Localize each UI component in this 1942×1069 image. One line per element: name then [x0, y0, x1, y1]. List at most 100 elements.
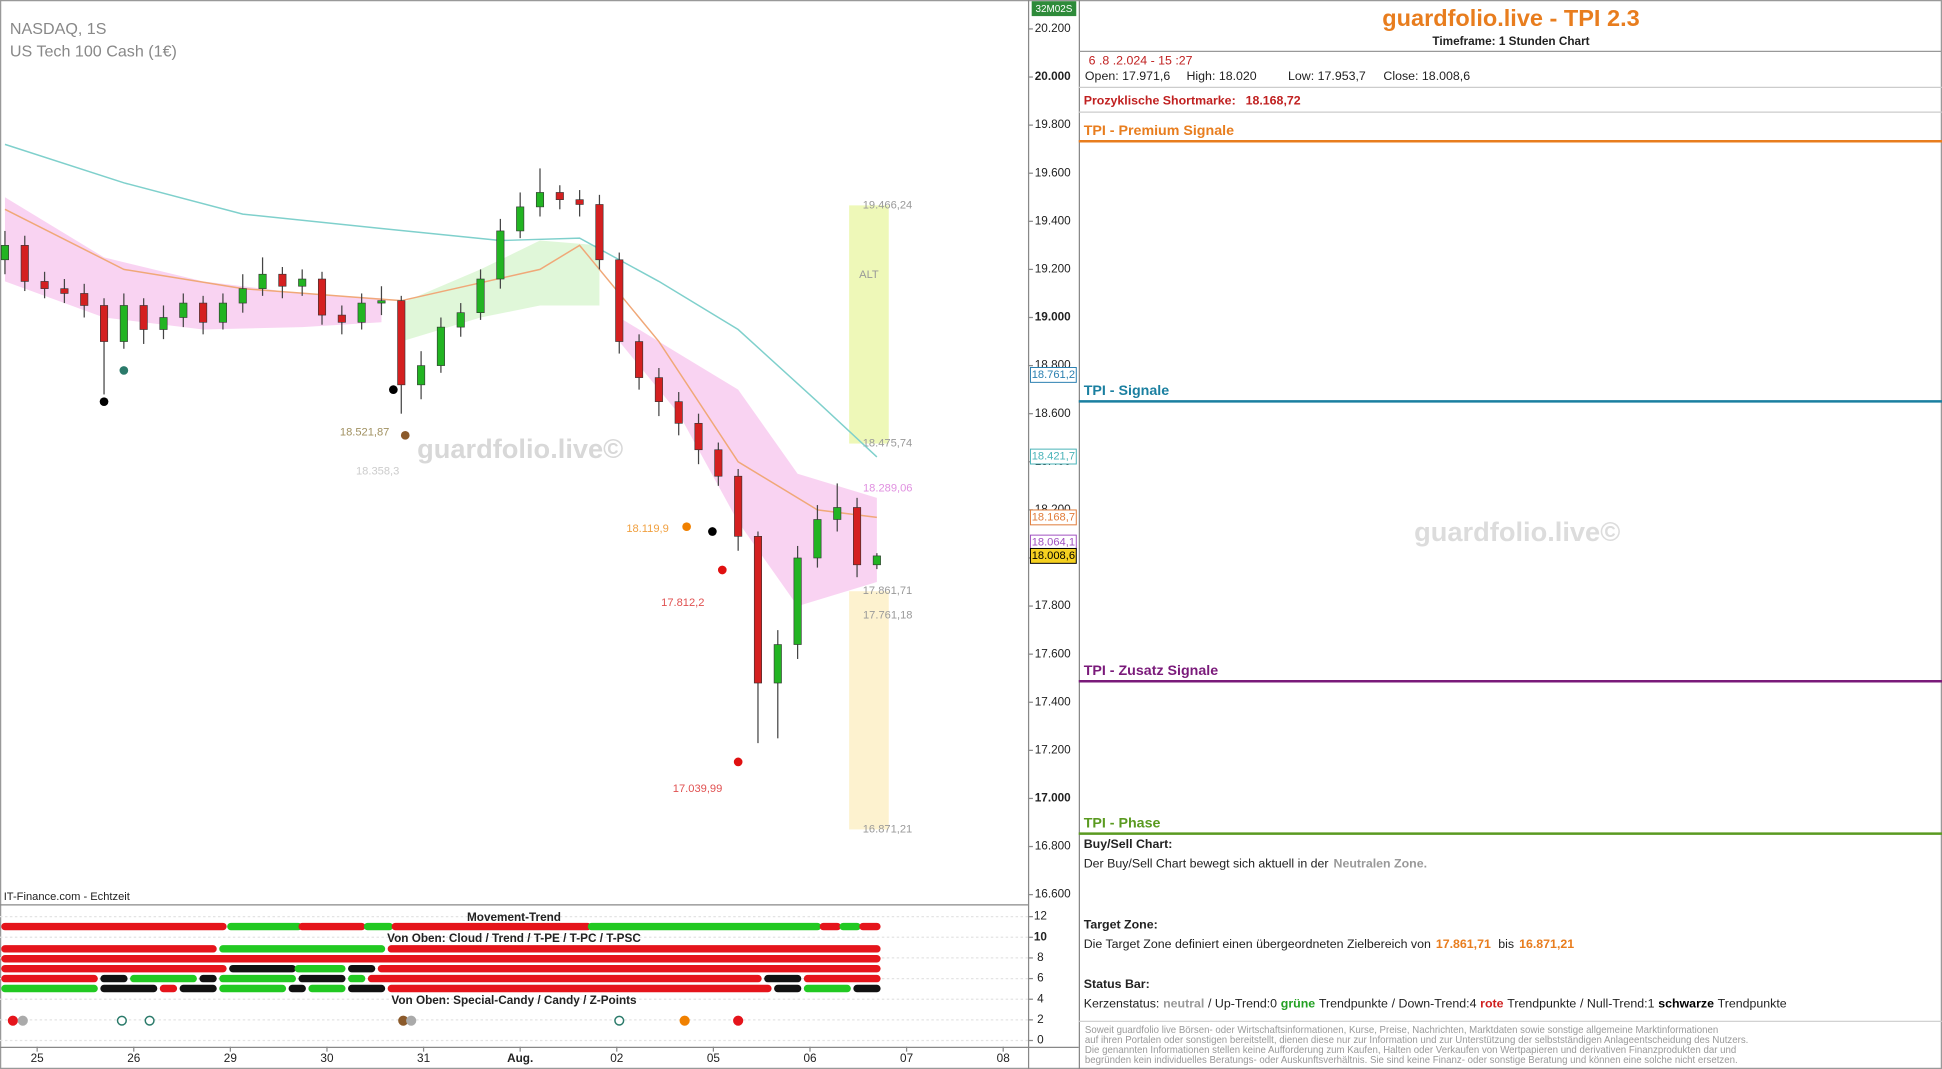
status-part: Trendpunkte — [1507, 997, 1576, 1011]
x-tick-label: 26 — [127, 1052, 141, 1065]
candle-body — [654, 377, 663, 402]
disclaimer: begründen kein individuelles Beratungs- … — [1085, 1055, 1738, 1066]
indicator-title: Von Oben: Cloud / Trend / T-PE / T-PC / … — [387, 932, 641, 945]
candle-body — [694, 422, 703, 451]
candle-body — [734, 475, 743, 537]
indicator-pane: 12 10 8 6 4 2 0 Movement-Trend Von Oben: Cloud /… — [0, 910, 1047, 1047]
candle-body — [773, 644, 782, 684]
price-tag-label: 18.168,7 — [1032, 511, 1075, 523]
candle-body — [357, 302, 366, 323]
z-point — [406, 1015, 417, 1026]
x-tick-label: 02 — [610, 1052, 623, 1065]
y-tick-label: 16.600 — [1035, 888, 1071, 901]
status-part: Kerzenstatus: — [1084, 997, 1160, 1011]
price-tag — [1029, 509, 1077, 526]
ohlc-value: High: 18.020 — [1187, 69, 1257, 83]
x-tick-label: 29 — [224, 1052, 237, 1065]
candle-body — [40, 281, 49, 289]
section-title: TPI - Phase — [1084, 816, 1161, 832]
candle-body — [258, 273, 267, 289]
signal-dot — [119, 366, 129, 375]
candle-body — [218, 302, 227, 323]
y-tick-label: 19.200 — [1035, 263, 1071, 276]
indicator-title: Von Oben: Special-Candy / Candy / Z-Poin… — [391, 994, 637, 1007]
candle-body — [100, 305, 109, 342]
section-title: TPI - Premium Signale — [1084, 123, 1234, 139]
status-part: grüne — [1281, 997, 1315, 1011]
indicator-title: Movement-Trend — [467, 911, 561, 924]
z-point — [614, 1015, 625, 1026]
candle-body — [595, 204, 604, 261]
watermark: guardfolio.live© — [417, 433, 623, 464]
target-zone — [849, 591, 889, 830]
zone: Neutralen Zone. — [1334, 857, 1428, 871]
candle-body — [456, 312, 465, 328]
candle-body — [575, 199, 584, 205]
badge: 32M02S — [1036, 4, 1073, 15]
candle-body — [674, 401, 683, 424]
timeframe: Timeframe: 1 Stunden Chart — [1432, 35, 1589, 48]
y-tick-label: 16.800 — [1035, 840, 1071, 853]
disclaimer: Soweit guardfolio live Börsen- oder Wirt… — [1085, 1025, 1718, 1036]
candle-body — [853, 507, 862, 566]
disclaimer: auf ihren Portalen oder sonstigen bereit… — [1085, 1035, 1748, 1046]
x-tick-label: 07 — [900, 1052, 913, 1065]
x-tick-label: 30 — [320, 1052, 334, 1065]
candle-body — [179, 302, 188, 318]
x-tick-label: Aug. — [507, 1052, 533, 1065]
signal-dot — [389, 385, 398, 394]
short-mark: Prozyklische Shortmarke: 18.168,72 — [1084, 94, 1301, 108]
text: Der Buy/Sell Chart bewegt sich aktuell i… — [1084, 857, 1329, 871]
target-title: Target Zone: — [1084, 918, 1158, 932]
candle-body — [238, 288, 247, 304]
section-title: TPI - Zusatz Signale — [1084, 663, 1219, 679]
target-zone — [849, 205, 889, 444]
buysell-title: Buy/Sell Chart: — [1084, 837, 1173, 851]
y-tick-label: 10 — [1034, 930, 1048, 943]
y-tick-label: 17.000 — [1035, 792, 1071, 805]
signal-dot — [400, 430, 410, 440]
level-label: 18.289,06 — [863, 482, 912, 494]
signal-dot — [99, 397, 109, 406]
text: Die Target Zone definiert einen übergeor… — [1084, 937, 1431, 951]
ohlc-value: Low: 17.953,7 — [1288, 69, 1366, 83]
moving-average — [4, 143, 878, 458]
candle-body — [317, 278, 327, 316]
candle-body — [278, 273, 287, 287]
candle-body — [417, 365, 426, 386]
target-to: 16.871,21 — [1519, 937, 1574, 951]
y-tick-label: 20.200 — [1035, 22, 1071, 35]
level-label: 17.812,2 — [661, 597, 704, 609]
buysell-text: Der Buy/Sell Chart bewegt sich aktuell i… — [1084, 857, 1427, 871]
level-label: 17.039,99 — [673, 783, 722, 795]
x-tick-label: 05 — [707, 1052, 721, 1065]
y-tick-label: 18.600 — [1035, 407, 1071, 420]
price-chart: 16.600 16.800 17.000 17.200 17.400 17.600 17.8… — [0, 22, 1077, 1065]
price-tag — [1029, 366, 1077, 383]
y-tick-label: 17.800 — [1035, 599, 1071, 612]
level-label: 18.119,9 — [626, 523, 668, 535]
z-point — [679, 1015, 690, 1026]
candle-body — [535, 192, 545, 208]
y-tick-label: 8 — [1037, 951, 1044, 964]
y-tick-label: 19.800 — [1035, 118, 1071, 131]
candle-body — [516, 206, 525, 232]
level-label: 18.358,3 — [356, 466, 399, 478]
ohlc-value: Open: 17.971,6 — [1085, 69, 1170, 83]
status-line: Kerzenstatus: neutral / Up-Trend:0 grüne Tre… — [1084, 997, 1787, 1011]
instrument: US Tech 100 Cash (1€) — [10, 42, 177, 60]
zone-label: 17.861,71 — [863, 585, 912, 597]
date: 6 .8 .2.024 - 15 :27 — [1089, 54, 1193, 68]
y-tick-label: 19.400 — [1035, 214, 1071, 227]
candle-body — [714, 449, 723, 477]
z-point — [144, 1015, 155, 1026]
y-tick-label: 0 — [1037, 1034, 1044, 1047]
candle-body — [60, 288, 69, 294]
candle-body — [813, 519, 822, 559]
z-point — [116, 1015, 127, 1026]
price-tag-label: 18.064,1 — [1032, 536, 1075, 548]
candle-body — [397, 300, 406, 386]
price-tag — [1029, 547, 1077, 564]
